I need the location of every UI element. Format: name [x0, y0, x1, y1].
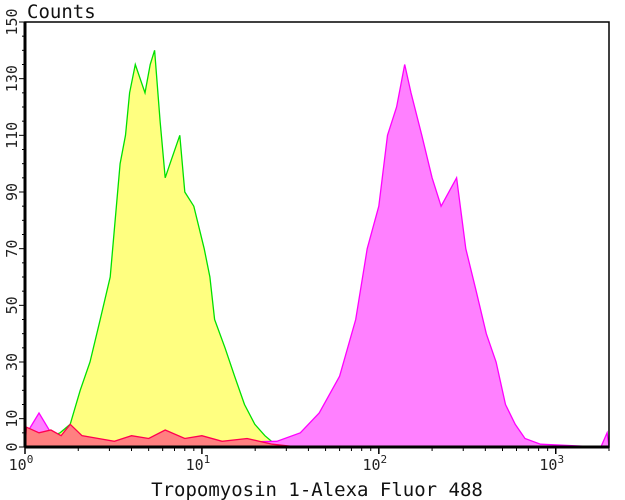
y-tick-label: 50 [3, 296, 21, 314]
y-tick-label: 110 [3, 122, 21, 149]
y-tick-label: 0 [3, 442, 21, 451]
x-tick-label: 101 [186, 453, 211, 474]
y-tick-label: 30 [3, 353, 21, 371]
x-tick-label: 103 [539, 453, 564, 474]
y-tick-label: 150 [3, 8, 21, 35]
y-tick-label: 70 [3, 240, 21, 258]
histogram-series-0 [24, 50, 287, 448]
y-tick-label: 130 [3, 65, 21, 92]
y-tick-label: 10 [3, 410, 21, 428]
y-axis-label: Counts [27, 1, 96, 23]
x-tick-label: 100 [9, 453, 34, 474]
series-layer [24, 50, 610, 448]
x-axis-label: Tropomyosin 1-Alexa Fluor 488 [151, 479, 483, 500]
x-tick-label: 102 [362, 453, 387, 474]
y-tick-label: 90 [3, 183, 21, 201]
histogram-series-2 [24, 423, 609, 448]
